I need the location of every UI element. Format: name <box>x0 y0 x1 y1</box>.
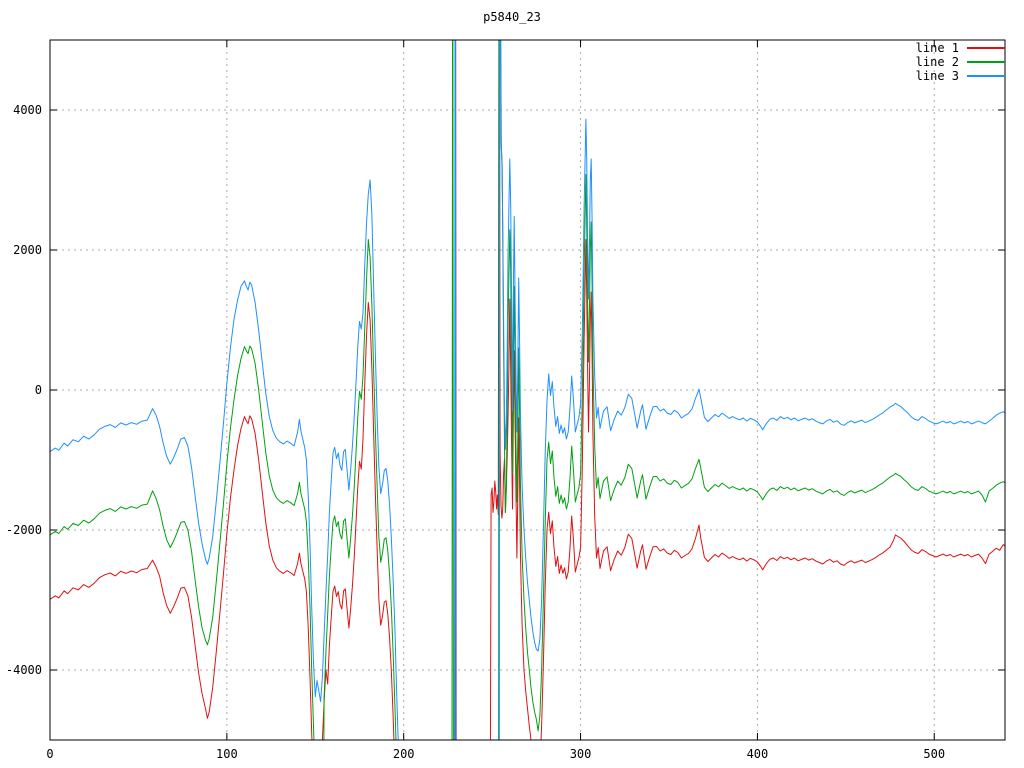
legend-line-sample-green <box>967 60 1005 63</box>
legend-item-line-3: line 3 <box>915 68 1005 83</box>
legend-item-line-2: line 2 <box>915 54 1005 69</box>
x-tick-label: 100 <box>216 747 238 761</box>
legend-label: line 3 <box>915 68 959 83</box>
series-line-1 <box>50 40 1005 740</box>
x-tick-label: 300 <box>570 747 592 761</box>
series-line-2 <box>50 40 1005 740</box>
y-tick-label: 4000 <box>13 103 42 117</box>
y-tick-label: -2000 <box>6 523 42 537</box>
legend-item-line-1: line 1 <box>915 40 1005 55</box>
y-tick-label: 2000 <box>13 243 42 257</box>
legend-label: line 1 <box>915 40 959 55</box>
y-tick-label: 0 <box>35 383 42 397</box>
legend: line 1 line 2 line 3 <box>915 40 1005 83</box>
y-tick-label: -4000 <box>6 663 42 677</box>
x-tick-label: 0 <box>46 747 53 761</box>
legend-line-sample-red <box>967 46 1005 49</box>
x-tick-label: 500 <box>923 747 945 761</box>
x-tick-label: 400 <box>747 747 769 761</box>
x-tick-label: 200 <box>393 747 415 761</box>
chart-title: p5840_23 <box>483 10 541 24</box>
plot-border <box>49 39 1006 741</box>
legend-label: line 2 <box>915 54 959 69</box>
series-line-3 <box>50 40 1005 740</box>
legend-line-sample-blue <box>967 74 1005 77</box>
